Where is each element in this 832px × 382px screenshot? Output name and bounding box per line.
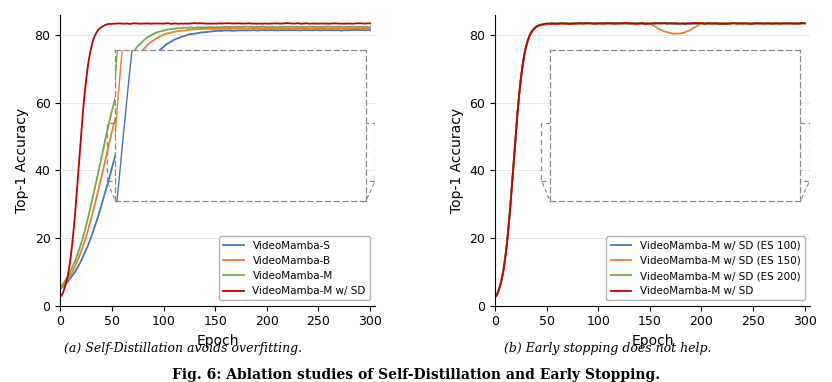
Line: VideoMamba-M w/ SD: VideoMamba-M w/ SD: [61, 23, 370, 296]
VideoMamba-M w/ SD (ES 100): [723, 21, 733, 26]
VideoMamba-M w/ SD: [673, 21, 683, 26]
VideoMamba-M w/ SD (ES 150): [631, 21, 641, 26]
VideoMamba-M w/ SD (ES 200): [697, 21, 707, 26]
VideoMamba-M w/ SD (ES 150): [490, 294, 500, 299]
VideoMamba-S: [290, 28, 300, 32]
VideoMamba-M w/ SD (ES 100): [800, 21, 810, 26]
X-axis label: Epoch: Epoch: [631, 334, 674, 348]
VideoMamba-M w/ SD (ES 200): [570, 21, 580, 26]
VideoMamba-B: [238, 26, 248, 31]
Line: VideoMamba-M w/ SD (ES 200): VideoMamba-M w/ SD (ES 200): [495, 23, 805, 296]
VideoMamba-M w/ SD: [631, 21, 641, 26]
VideoMamba-M w/ SD (ES 200): [612, 21, 622, 25]
VideoMamba-M w/ SD (ES 150): [673, 31, 683, 36]
VideoMamba-M w/ SD (ES 200): [800, 21, 810, 26]
Line: VideoMamba-M w/ SD (ES 100): VideoMamba-M w/ SD (ES 100): [495, 23, 805, 296]
Y-axis label: Top-1 Accuracy: Top-1 Accuracy: [15, 108, 29, 213]
VideoMamba-S: [262, 28, 272, 32]
VideoMamba-M w/ SD (ES 100): [545, 21, 555, 26]
VideoMamba-M w/ SD: [281, 21, 291, 26]
VideoMamba-M w/ SD: [545, 21, 555, 26]
Text: (b) Early stopping does not help.: (b) Early stopping does not help.: [503, 342, 711, 355]
VideoMamba-M w/ SD (ES 200): [673, 21, 683, 26]
VideoMamba-S: [365, 28, 375, 32]
VideoMamba-S: [196, 30, 206, 35]
VideoMamba-S: [265, 28, 275, 32]
VideoMamba-M w/ SD: [238, 21, 248, 26]
VideoMamba-B: [196, 27, 206, 31]
VideoMamba-B: [111, 116, 121, 120]
VideoMamba-M w/ SD: [490, 295, 500, 299]
Bar: [542, 123, 810, 181]
VideoMamba-M w/ SD (ES 100): [742, 21, 752, 25]
VideoMamba-M w/ SD (ES 150): [697, 21, 707, 26]
VideoMamba-M w/ SD: [800, 21, 810, 26]
VideoMamba-M w/ SD (ES 100): [631, 21, 641, 26]
VideoMamba-M w/ SD (ES 150): [570, 21, 580, 26]
VideoMamba-M: [238, 24, 248, 29]
VideoMamba-M w/ SD (ES 200): [490, 294, 500, 298]
Legend: VideoMamba-S, VideoMamba-B, VideoMamba-M, VideoMamba-M w/ SD: VideoMamba-S, VideoMamba-B, VideoMamba-M…: [219, 236, 370, 300]
VideoMamba-M w/ SD (ES 150): [800, 21, 810, 25]
VideoMamba-M w/ SD (ES 100): [490, 294, 500, 299]
VideoMamba-B: [262, 26, 272, 31]
Text: Fig. 6: Ablation studies of Self-Distillation and Early Stopping.: Fig. 6: Ablation studies of Self-Distill…: [172, 368, 660, 382]
VideoMamba-M w/ SD: [570, 21, 580, 26]
VideoMamba-B: [289, 26, 299, 31]
VideoMamba-S: [111, 152, 121, 157]
Line: VideoMamba-S: VideoMamba-S: [61, 30, 370, 288]
Text: (a) Self-Distillation avoids overfitting.: (a) Self-Distillation avoids overfitting…: [64, 342, 302, 355]
VideoMamba-M w/ SD: [136, 21, 146, 26]
VideoMamba-B: [56, 285, 66, 290]
VideoMamba-M w/ SD (ES 150): [545, 21, 555, 26]
Line: VideoMamba-B: VideoMamba-B: [61, 28, 370, 287]
Line: VideoMamba-M: VideoMamba-M: [61, 27, 370, 286]
VideoMamba-M w/ SD: [56, 294, 66, 299]
VideoMamba-B: [365, 26, 375, 31]
VideoMamba-M w/ SD: [365, 21, 375, 26]
VideoMamba-M w/ SD (ES 100): [570, 21, 580, 26]
VideoMamba-S: [56, 286, 66, 290]
Bar: [106, 123, 375, 181]
VideoMamba-M w/ SD: [290, 21, 300, 26]
VideoMamba-M w/ SD: [111, 21, 121, 26]
VideoMamba-M: [111, 95, 121, 100]
VideoMamba-M: [136, 42, 146, 46]
VideoMamba-S: [238, 28, 248, 33]
VideoMamba-M w/ SD (ES 200): [631, 21, 641, 26]
VideoMamba-M w/ SD (ES 200): [545, 21, 555, 26]
Y-axis label: Top-1 Accuracy: Top-1 Accuracy: [449, 108, 463, 213]
VideoMamba-M w/ SD (ES 100): [673, 21, 683, 26]
VideoMamba-M w/ SD: [196, 21, 206, 26]
VideoMamba-M: [305, 24, 315, 29]
VideoMamba-M w/ SD: [262, 21, 272, 26]
VideoMamba-M: [289, 25, 299, 29]
VideoMamba-M w/ SD (ES 150): [723, 21, 733, 26]
VideoMamba-S: [136, 78, 146, 82]
VideoMamba-M: [365, 25, 375, 29]
Line: VideoMamba-M w/ SD (ES 150): VideoMamba-M w/ SD (ES 150): [495, 23, 805, 296]
VideoMamba-M: [56, 284, 66, 289]
VideoMamba-B: [354, 26, 364, 31]
VideoMamba-M w/ SD: [697, 21, 707, 26]
X-axis label: Epoch: Epoch: [196, 334, 239, 348]
VideoMamba-M: [196, 25, 206, 30]
Legend: VideoMamba-M w/ SD (ES 100), VideoMamba-M w/ SD (ES 150), VideoMamba-M w/ SD (ES: VideoMamba-M w/ SD (ES 100), VideoMamba-…: [607, 236, 805, 300]
VideoMamba-M w/ SD: [724, 21, 734, 26]
VideoMamba-M w/ SD: [621, 20, 631, 25]
VideoMamba-B: [136, 52, 146, 56]
VideoMamba-M: [262, 25, 272, 29]
VideoMamba-M w/ SD (ES 200): [724, 21, 734, 26]
VideoMamba-M w/ SD (ES 100): [697, 21, 707, 26]
Line: VideoMamba-M w/ SD: VideoMamba-M w/ SD: [495, 23, 805, 297]
